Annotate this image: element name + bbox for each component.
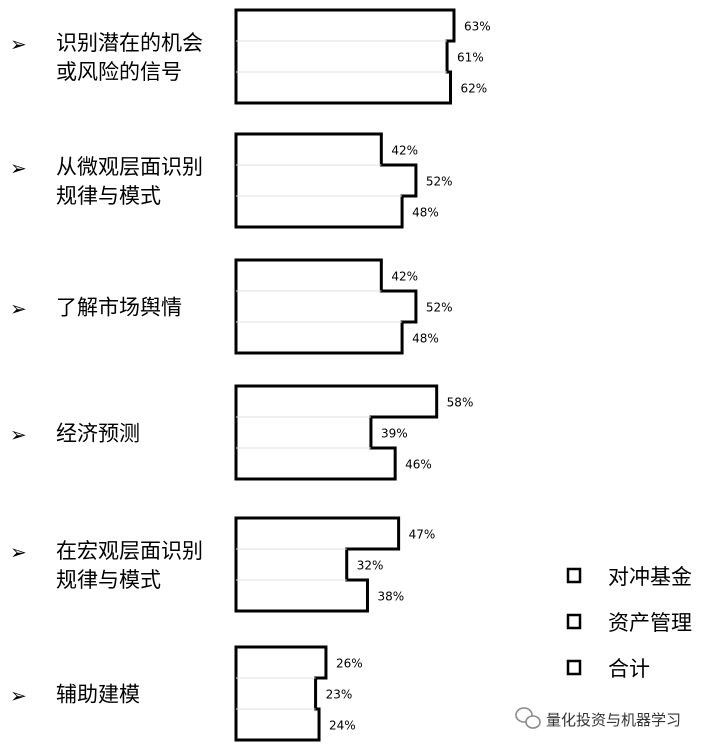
category-label: 规律与模式: [56, 184, 161, 208]
data-label: 32%: [357, 559, 384, 573]
category-label: 在宏观层面识别: [56, 539, 203, 563]
bullet-icon: ➢: [10, 297, 27, 321]
category-label: 经济预测: [56, 422, 140, 446]
category-label: 识别潜在的机会: [56, 31, 203, 55]
data-label: 52%: [426, 175, 453, 189]
legend-swatch: [566, 659, 582, 676]
data-label: 52%: [426, 301, 453, 315]
data-label: 46%: [405, 458, 432, 472]
data-label: 26%: [336, 657, 363, 671]
legend-swatch: [566, 567, 582, 584]
data-label: 48%: [412, 332, 439, 346]
bullet-icon: ➢: [10, 156, 27, 180]
category-label: 辅助建模: [56, 683, 140, 707]
legend-label: 合计: [608, 657, 650, 681]
bullet-icon: ➢: [10, 540, 27, 564]
data-label: 62%: [461, 82, 488, 96]
data-label: 23%: [326, 688, 353, 702]
bullet-icon: ➢: [10, 684, 27, 708]
data-label: 38%: [377, 590, 404, 604]
bullet-icon: ➢: [10, 423, 27, 447]
data-label: 24%: [329, 719, 356, 733]
legend-label: 资产管理: [608, 611, 692, 635]
legend-label: 对冲基金: [608, 565, 692, 589]
bullet-icon: ➢: [10, 32, 27, 56]
bar-group-outline: [234, 645, 328, 742]
watermark-text: 量化投资与机器学习: [546, 711, 681, 729]
data-label: 42%: [391, 144, 418, 158]
data-label: 61%: [457, 51, 484, 65]
data-label: 63%: [464, 20, 491, 34]
bar-group-outline: [234, 8, 456, 105]
bar-group-outline: [234, 258, 418, 355]
legend-swatch: [566, 613, 582, 630]
data-label: 48%: [412, 206, 439, 220]
category-label: 了解市场舆情: [56, 296, 182, 320]
data-label: 58%: [447, 396, 474, 410]
wechat-icon: [515, 707, 541, 729]
category-label: 规律与模式: [56, 568, 161, 592]
data-label: 47%: [409, 528, 436, 542]
category-label: 从微观层面识别: [56, 155, 203, 179]
bar-group-outline: [234, 132, 418, 229]
category-label: 或风险的信号: [56, 60, 182, 84]
data-label: 39%: [381, 427, 408, 441]
data-label: 42%: [391, 270, 418, 284]
